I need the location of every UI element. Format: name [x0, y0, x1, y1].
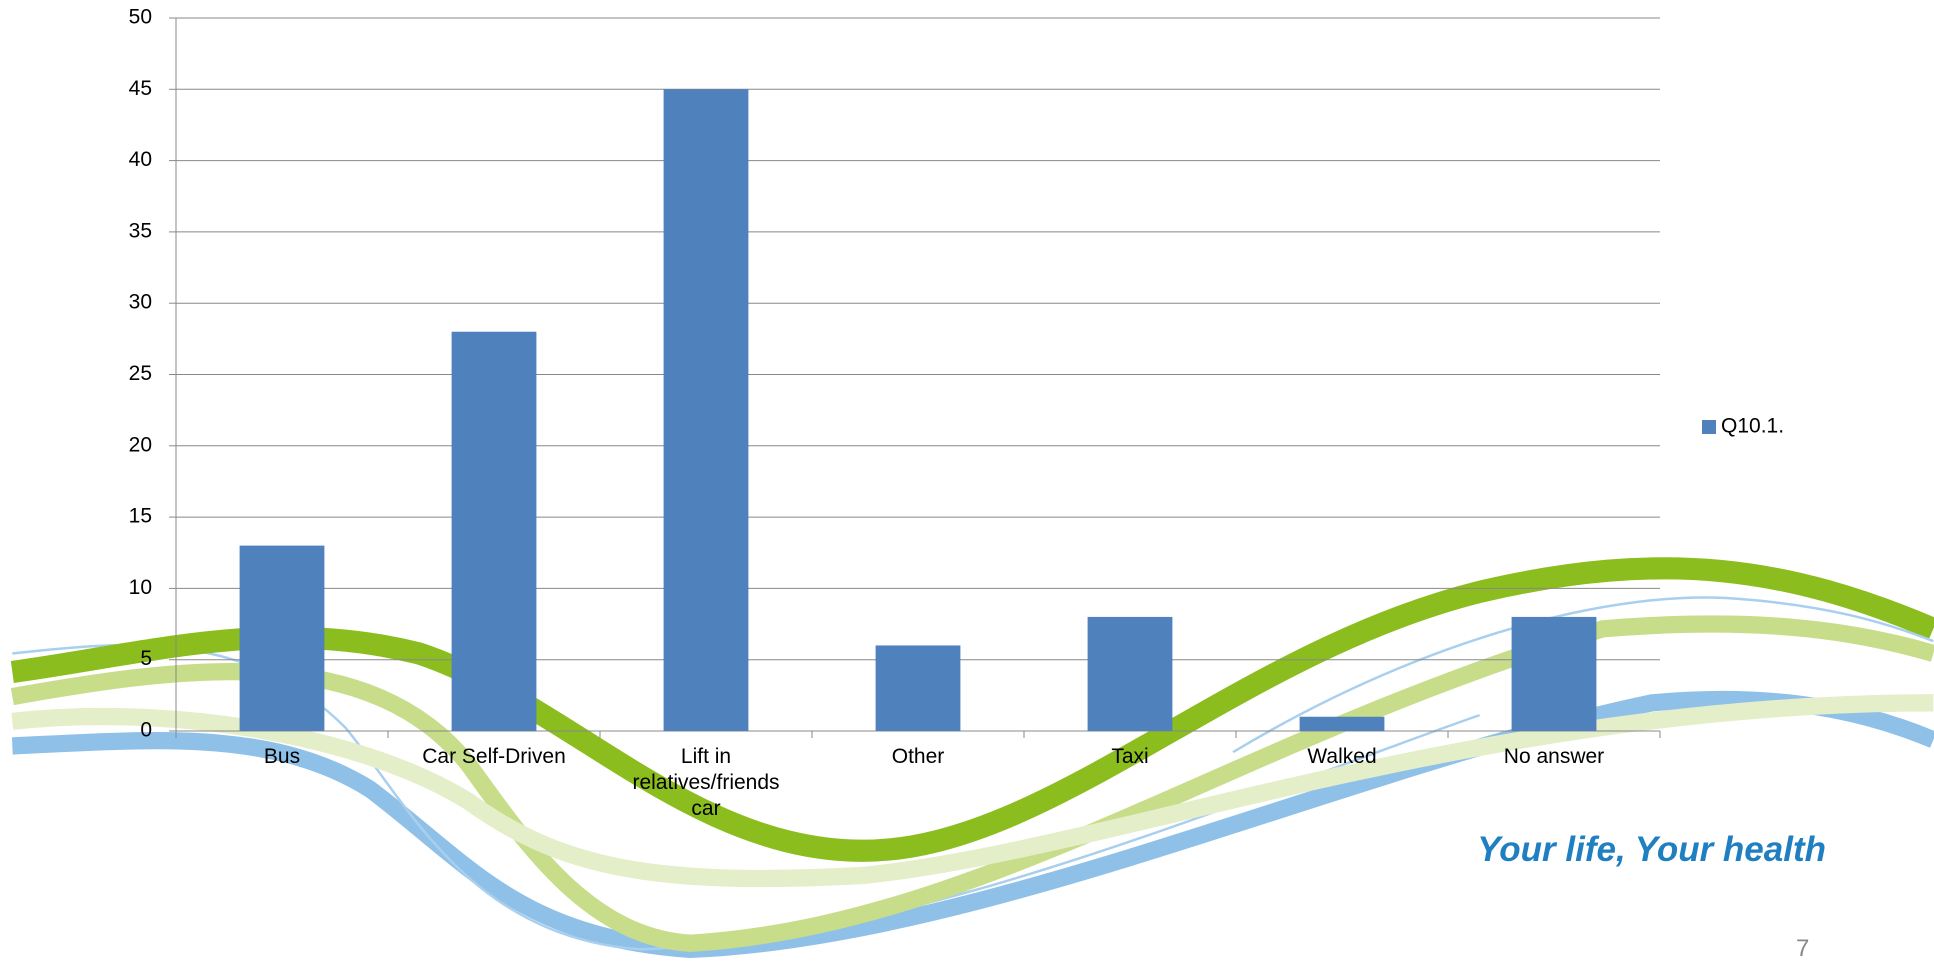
x-tick-label: Other — [891, 745, 945, 768]
x-tick-label: Bus — [263, 745, 301, 768]
x-tick-label: Walked — [1307, 745, 1377, 768]
bar — [1299, 716, 1385, 731]
y-tick-label: 30 — [129, 291, 152, 314]
y-tick-label: 50 — [129, 6, 152, 29]
y-tick-label: 20 — [129, 433, 152, 456]
bar — [451, 331, 537, 731]
bar — [1087, 616, 1173, 731]
y-tick-label: 45 — [129, 77, 152, 100]
y-tick-label: 10 — [129, 576, 152, 599]
x-tick-label: Lift in relatives/friends car — [632, 745, 780, 820]
bar — [875, 645, 961, 731]
x-tick-label: Car Self-Driven — [422, 745, 566, 768]
slogan: Your life, Your health — [1477, 830, 1826, 869]
page-number: 7 — [1796, 935, 1810, 962]
y-tick-label: 35 — [129, 219, 152, 242]
x-tick-label: Taxi — [1111, 745, 1149, 768]
y-tick-label: 15 — [129, 505, 152, 528]
legend-swatch — [1702, 420, 1716, 434]
bar — [663, 89, 749, 732]
legend-label: Q10.1. — [1721, 415, 1784, 438]
y-tick-label: 0 — [140, 719, 152, 742]
y-tick-label: 40 — [129, 148, 152, 171]
x-tick-label: No answer — [1503, 745, 1605, 768]
bar — [1511, 616, 1597, 731]
y-tick-label: 25 — [129, 362, 152, 385]
bar — [239, 545, 325, 731]
y-tick-label: 5 — [140, 647, 152, 670]
